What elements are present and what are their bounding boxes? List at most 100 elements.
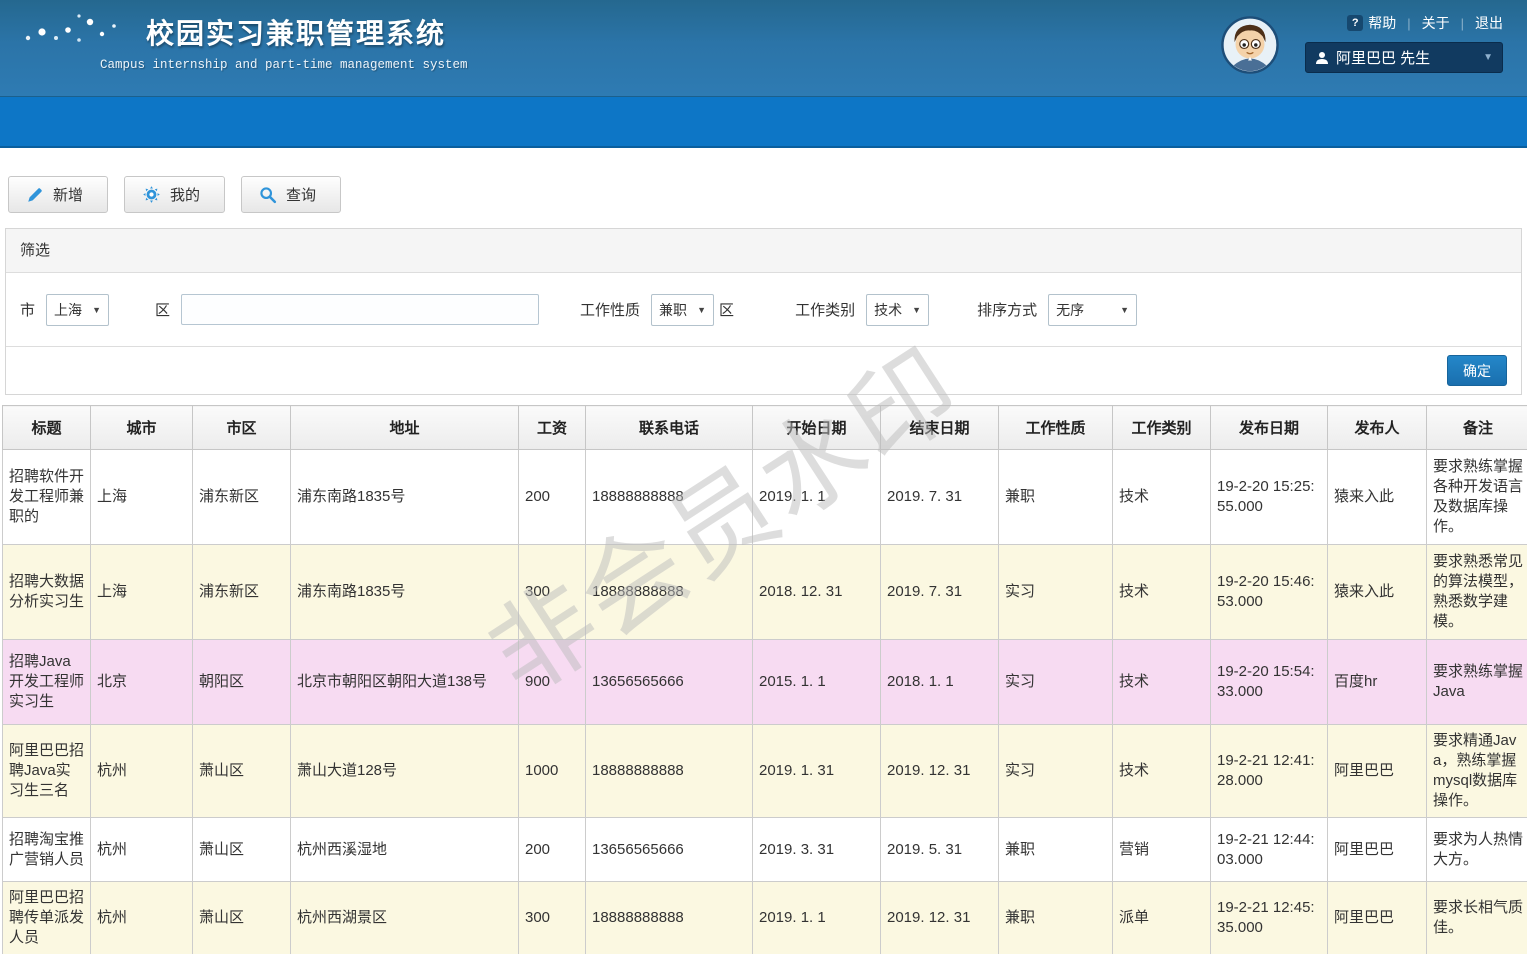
query-button-label: 查询 bbox=[286, 187, 317, 204]
cell-remark: 要求为人热情大方。 bbox=[1426, 817, 1527, 882]
about-label: 关于 bbox=[1421, 15, 1450, 31]
chevron-down-icon: ▼ bbox=[1483, 52, 1493, 63]
cell-job-category: 营销 bbox=[1112, 817, 1211, 882]
exit-link[interactable]: 退出 bbox=[1475, 13, 1503, 33]
column-header: 工作类别 bbox=[1112, 405, 1211, 450]
cell-publish-date: 19-2-20 15:54:33.000 bbox=[1210, 639, 1328, 725]
about-link[interactable]: 关于 bbox=[1422, 13, 1450, 33]
chevron-down-icon: ▼ bbox=[697, 304, 707, 315]
help-link[interactable]: ? 帮助 bbox=[1347, 13, 1396, 33]
cell-job-category: 技术 bbox=[1112, 449, 1211, 545]
column-header: 标题 bbox=[2, 405, 91, 450]
cell-remark: 要求长相气质佳。 bbox=[1426, 881, 1527, 954]
table-row[interactable]: 招聘Java开发工程师实习生 北京 朝阳区 北京市朝阳区朝阳大道138号 900 1365… bbox=[2, 639, 1527, 725]
job-nature-label: 工作性质 bbox=[580, 302, 641, 319]
column-header: 城市 bbox=[90, 405, 193, 450]
cell-city: 上海 bbox=[90, 544, 193, 640]
add-button[interactable]: 新增 bbox=[8, 176, 109, 213]
cell-job-nature: 实习 bbox=[998, 544, 1113, 640]
cell-city: 杭州 bbox=[90, 817, 193, 882]
cell-publisher: 猿来入此 bbox=[1327, 449, 1427, 545]
job-nature-select[interactable]: 兼职 ▼ bbox=[651, 293, 715, 326]
district-input[interactable] bbox=[181, 294, 540, 325]
search-icon bbox=[260, 186, 277, 203]
cell-end-date: 2019. 7. 31 bbox=[880, 544, 999, 640]
cell-title: 招聘淘宝推广营销人员 bbox=[2, 817, 91, 882]
cell-title: 阿里巴巴招聘传单派发人员 bbox=[2, 881, 91, 954]
results-table: 标题 城市 市区 地址 工资 联系电话 开始日期 结束日期 工作性质 工作类别 发布日期 发布人 备注 … bbox=[2, 405, 1527, 954]
user-avatar[interactable] bbox=[1221, 16, 1279, 74]
cell-job-nature: 兼职 bbox=[998, 881, 1113, 954]
sort-mode-label: 排序方式 bbox=[977, 302, 1038, 319]
city-label: 市 bbox=[20, 302, 36, 319]
cell-district: 萧山区 bbox=[192, 724, 291, 818]
column-header: 工资 bbox=[518, 405, 586, 450]
cell-publisher: 阿里巴巴 bbox=[1327, 881, 1427, 954]
column-header: 发布日期 bbox=[1210, 405, 1328, 450]
cell-salary: 1000 bbox=[518, 724, 586, 818]
cell-district: 朝阳区 bbox=[192, 639, 291, 725]
cell-salary: 300 bbox=[518, 544, 586, 640]
add-button-label: 新增 bbox=[53, 187, 84, 204]
cell-remark: 要求熟悉常见的算法模型，熟悉数学建模。 bbox=[1426, 544, 1527, 640]
cell-publisher: 猿来入此 bbox=[1327, 544, 1427, 640]
mine-button-label: 我的 bbox=[170, 187, 201, 204]
cell-start-date: 2019. 3. 31 bbox=[752, 817, 881, 882]
chevron-down-icon: ▼ bbox=[1120, 304, 1130, 315]
cell-job-category: 技术 bbox=[1112, 639, 1211, 725]
chevron-down-icon: ▼ bbox=[912, 304, 922, 315]
cell-publish-date: 19-2-21 12:44:03.000 bbox=[1210, 817, 1328, 882]
cell-phone: 13656565666 bbox=[585, 639, 753, 725]
cell-city: 杭州 bbox=[90, 724, 193, 818]
cell-salary: 900 bbox=[518, 639, 586, 725]
nav-bar bbox=[0, 96, 1527, 148]
cell-salary: 200 bbox=[518, 817, 586, 882]
column-header: 结束日期 bbox=[880, 405, 999, 450]
table-row[interactable]: 阿里巴巴招聘Java实习生三名 杭州 萧山区 萧山大道128号 1000 18888888… bbox=[2, 724, 1527, 818]
person-icon bbox=[1315, 51, 1329, 65]
gear-icon bbox=[143, 186, 160, 203]
question-icon: ? bbox=[1347, 15, 1364, 31]
confirm-button[interactable]: 确定 bbox=[1447, 355, 1507, 386]
table-row[interactable]: 招聘大数据分析实习生 上海 浦东新区 浦东南路1835号 300 18888888888 2… bbox=[2, 544, 1527, 640]
sort-mode-select[interactable]: 无序 ▼ bbox=[1048, 293, 1138, 326]
table-row[interactable]: 招聘软件开发工程师兼职的 上海 浦东新区 浦东南路1835号 200 1888888888… bbox=[2, 449, 1527, 545]
query-button[interactable]: 查询 bbox=[241, 176, 342, 213]
mine-button[interactable]: 我的 bbox=[124, 176, 226, 213]
cell-job-nature: 实习 bbox=[998, 639, 1113, 725]
table-header-row: 标题 城市 市区 地址 工资 联系电话 开始日期 结束日期 工作性质 工作类别 发布日期 发布人 备注 bbox=[2, 405, 1527, 450]
exit-label: 退出 bbox=[1475, 15, 1503, 31]
job-nature-select-value: 兼职 bbox=[659, 301, 688, 318]
pencil-icon bbox=[28, 187, 42, 202]
column-header: 地址 bbox=[290, 405, 519, 450]
cell-remark: 要求熟练掌握Java bbox=[1426, 639, 1527, 725]
cell-district: 浦东新区 bbox=[192, 449, 291, 545]
user-dropdown[interactable]: 阿里巴巴 先生 ▼ bbox=[1305, 42, 1503, 73]
column-header: 备注 bbox=[1426, 405, 1527, 450]
sparkle-dots-icon bbox=[25, 14, 116, 42]
cell-address: 北京市朝阳区朝阳大道138号 bbox=[290, 639, 519, 725]
cell-start-date: 2015. 1. 1 bbox=[752, 639, 881, 725]
cell-title: 招聘软件开发工程师兼职的 bbox=[2, 449, 91, 545]
job-category-select[interactable]: 技术 ▼ bbox=[866, 293, 930, 326]
cell-address: 杭州西溪湿地 bbox=[290, 817, 519, 882]
table-row[interactable]: 招聘淘宝推广营销人员 杭州 萧山区 杭州西溪湿地 200 13656565666 2019.… bbox=[2, 817, 1527, 882]
cell-job-nature: 实习 bbox=[998, 724, 1113, 818]
table-row[interactable]: 阿里巴巴招聘传单派发人员 杭州 萧山区 杭州西湖景区 300 18888888888 201… bbox=[2, 881, 1527, 954]
column-header: 发布人 bbox=[1327, 405, 1427, 450]
cell-district: 萧山区 bbox=[192, 817, 291, 882]
job-category-label: 工作类别 bbox=[795, 302, 856, 319]
app-title: 校园实习兼职管理系统 bbox=[146, 18, 447, 49]
cell-remark: 要求精通Java，熟练掌握mysql数据库操作。 bbox=[1426, 724, 1527, 818]
cell-end-date: 2019. 5. 31 bbox=[880, 817, 999, 882]
toolbar: 新增 我的 查询 bbox=[8, 176, 1527, 213]
cell-publish-date: 19-2-21 12:45:35.000 bbox=[1210, 881, 1328, 954]
cell-phone: 13656565666 bbox=[585, 817, 753, 882]
cell-address: 浦东南路1835号 bbox=[290, 449, 519, 545]
help-label: 帮助 bbox=[1368, 15, 1397, 31]
city-select[interactable]: 上海 ▼ bbox=[46, 293, 110, 326]
cell-start-date: 2019. 1. 1 bbox=[752, 449, 881, 545]
cell-phone: 18888888888 bbox=[585, 544, 753, 640]
cell-publisher: 阿里巴巴 bbox=[1327, 724, 1427, 818]
cell-city: 北京 bbox=[90, 639, 193, 725]
